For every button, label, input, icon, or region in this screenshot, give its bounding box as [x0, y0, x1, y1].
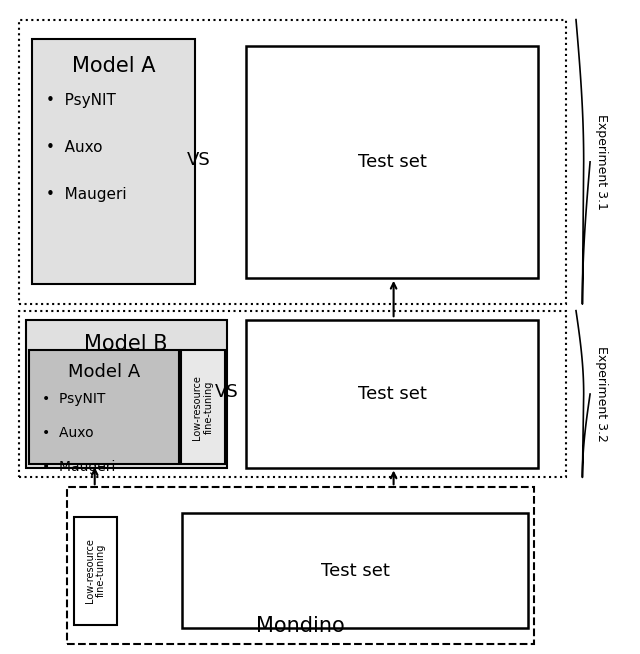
- Text: Low-resource
fine-tuning: Low-resource fine-tuning: [192, 375, 214, 439]
- Text: Test set: Test set: [358, 153, 426, 171]
- Bar: [67, 487, 534, 644]
- Bar: [19, 311, 566, 477]
- Text: Model B: Model B: [84, 334, 168, 354]
- Bar: [182, 513, 528, 628]
- Text: •  Auxo: • Auxo: [46, 140, 102, 155]
- Bar: [29, 350, 179, 464]
- Text: •  Maugeri: • Maugeri: [42, 460, 115, 474]
- Text: •  Maugeri: • Maugeri: [46, 187, 127, 202]
- Bar: [246, 320, 538, 468]
- Text: Experiment 3.1: Experiment 3.1: [595, 114, 608, 210]
- Bar: [19, 20, 566, 304]
- Text: Test set: Test set: [358, 385, 426, 403]
- Text: •  PsyNIT: • PsyNIT: [46, 93, 116, 108]
- Text: Mondino: Mondino: [257, 616, 345, 636]
- Bar: [74, 517, 117, 625]
- Bar: [181, 350, 225, 464]
- Text: Model A: Model A: [68, 363, 140, 381]
- Text: •  PsyNIT: • PsyNIT: [42, 392, 105, 406]
- Text: Test set: Test set: [321, 562, 390, 579]
- Text: VS: VS: [215, 383, 239, 402]
- Bar: [26, 320, 227, 468]
- Bar: [32, 39, 195, 284]
- Text: •  Auxo: • Auxo: [42, 426, 93, 440]
- Text: Experiment 3.2: Experiment 3.2: [595, 346, 608, 442]
- Bar: [246, 46, 538, 278]
- Text: VS: VS: [186, 151, 211, 169]
- Text: Model A: Model A: [72, 56, 156, 76]
- Text: Low-resource
fine-tuning: Low-resource fine-tuning: [84, 538, 106, 603]
